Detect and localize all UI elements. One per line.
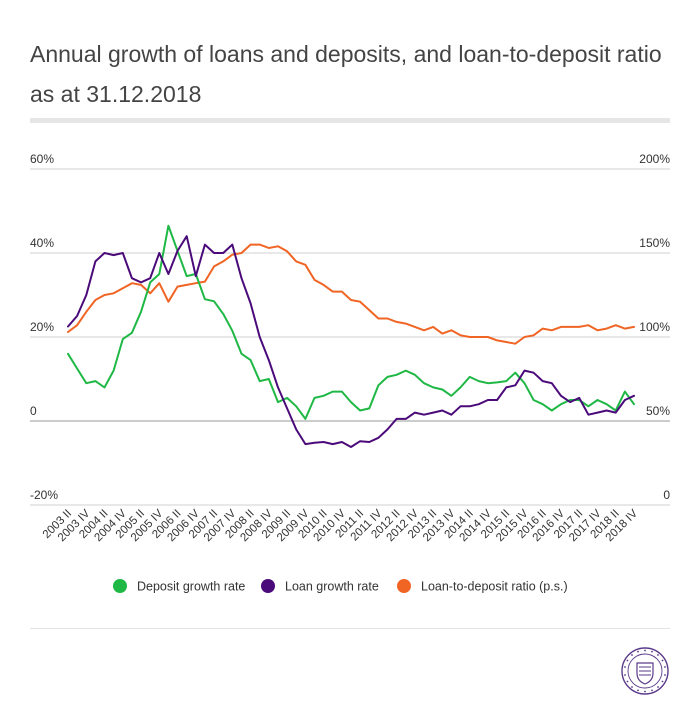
legend-label: Loan-to-deposit ratio (p.s.) xyxy=(421,580,568,594)
legend-marker xyxy=(113,579,127,593)
legend-item-ratio: Loan-to-deposit ratio (p.s.) xyxy=(397,579,568,594)
loan-to-deposit-ratio-line xyxy=(67,243,635,345)
y-tick-label: -20% xyxy=(30,488,58,502)
left-axis-ticks: -20% 0 20% 40% 60% xyxy=(30,152,58,502)
legend-label: Loan growth rate xyxy=(285,580,379,594)
seal-icon xyxy=(621,647,669,695)
legend: Deposit growth rate Loan growth rate Loan-… xyxy=(113,579,568,594)
y-tick-label: 60% xyxy=(30,152,54,166)
y2-tick-label: 200% xyxy=(639,152,670,166)
y-tick-label: 0 xyxy=(30,404,37,418)
y2-tick-label: 100% xyxy=(639,320,670,334)
title-divider xyxy=(30,118,670,123)
y-tick-label: 20% xyxy=(30,320,54,334)
legend-label: Deposit growth rate xyxy=(137,580,245,594)
y2-tick-label: 50% xyxy=(646,404,670,418)
chart-title: Annual growth of loans and deposits, and… xyxy=(30,41,662,107)
legend-item-deposit: Deposit growth rate xyxy=(113,579,245,594)
y2-tick-label: 150% xyxy=(639,236,670,250)
loan-growth-line xyxy=(67,235,635,448)
legend-marker xyxy=(397,579,411,593)
gridlines xyxy=(30,168,670,506)
series-lines xyxy=(67,224,635,448)
legend-item-loan: Loan growth rate xyxy=(261,579,379,594)
deposit-growth-line xyxy=(67,224,635,420)
y-tick-label: 40% xyxy=(30,236,54,250)
line-chart: -20% 0 20% 40% 60% 0 50% 100% 150% 200% 2003 II2… xyxy=(30,152,670,594)
legend-marker xyxy=(261,579,275,593)
y2-tick-label: 0 xyxy=(663,488,670,502)
bottom-divider xyxy=(30,628,670,629)
right-axis-ticks: 0 50% 100% 150% 200% xyxy=(639,152,670,502)
